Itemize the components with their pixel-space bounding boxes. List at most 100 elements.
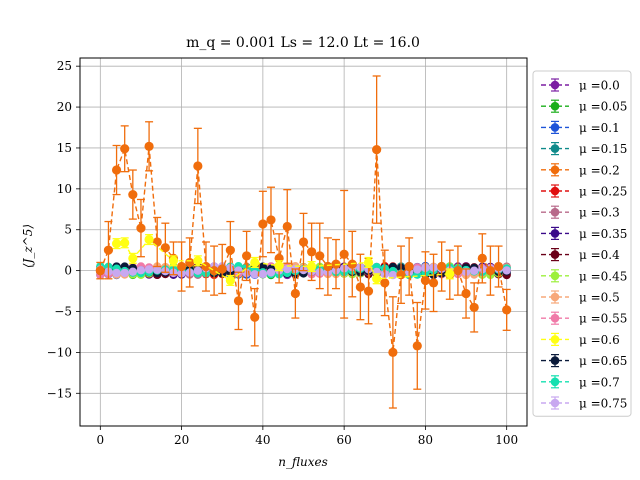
legend-marker [550,377,560,387]
data-point [168,256,179,266]
y-tick-label: 25 [57,59,72,73]
legend-entry: μ =0.1 [541,120,620,135]
data-point [128,267,138,276]
legend-marker [550,101,560,111]
y-tick-label: 0 [64,264,72,278]
legend-label: μ =0.0 [579,79,620,93]
data-point [363,286,374,296]
data-point [258,219,268,229]
legend-label: μ =0.4 [579,248,620,262]
data-point [266,215,276,225]
data-point [144,141,154,151]
data-point [363,257,374,268]
data-point [120,268,129,278]
data-point [307,261,317,272]
legend-label: μ =0.45 [579,269,627,283]
legend-marker [550,250,560,259]
data-point [120,238,130,248]
y-tick-label: 20 [57,100,72,114]
data-point [128,253,138,263]
legend-entry: μ =0.7 [541,375,620,389]
data-point [258,269,268,279]
legend-label: μ =0.3 [579,206,620,220]
data-point [445,269,455,279]
legend-marker [550,271,560,281]
data-point [250,270,259,279]
data-point [193,256,203,266]
legend: μ =0.0 μ =0.05 μ =0.1 μ =0.15 μ =0.2 μ =0.25 μ… [532,70,632,417]
data-point [380,278,390,288]
data-point [428,278,439,288]
legend-label: μ =0.15 [579,142,627,156]
x-tick-label: 20 [174,433,189,447]
legend-entry: μ =0.55 [541,311,627,326]
legend-label: μ =0.6 [579,333,620,347]
legend-label: μ =0.25 [579,185,627,199]
data-point [372,274,382,284]
data-point [193,161,203,171]
data-point [461,288,471,299]
data-point [128,189,138,200]
data-point [103,245,114,255]
legend-marker [550,313,560,323]
legend-entry: μ =0.3 [541,205,620,220]
legend-box [532,70,632,417]
legend-label: μ =0.5 [579,291,620,305]
legend-marker [550,292,560,302]
x-tick-label: 0 [96,433,104,447]
data-point [437,261,447,272]
y-tick-label: −10 [47,345,72,359]
data-point [250,257,260,268]
legend-label: μ =0.05 [579,100,627,114]
data-point [372,144,382,155]
data-point [420,275,431,286]
chart-title: m_q = 0.001 Ls = 12.0 Lt = 16.0 [186,35,420,51]
legend-entry: μ =0.2 [541,163,620,177]
data-point [225,275,235,286]
legend-marker [550,356,560,365]
data-point [274,261,284,271]
data-point [111,239,122,249]
data-point [111,165,122,175]
data-point [298,237,309,247]
data-point [339,249,349,259]
data-point [144,234,154,245]
legend-entry: μ =0.25 [541,184,627,199]
legend-entry: μ =0.0 [541,78,620,93]
data-point [185,257,195,268]
legend-label: μ =0.55 [579,312,627,326]
y-tick-label: 15 [57,141,72,155]
data-point [355,282,365,292]
data-point [112,268,121,278]
data-point [477,253,487,263]
legend-entry: μ =0.15 [541,142,627,156]
legend-entry: μ =0.4 [541,248,620,262]
x-tick-label: 100 [495,433,518,447]
x-tick-label: 80 [418,433,433,447]
plot-area: 0 20 40 60 80 100 −15 −10 −5 0 5 10 15 20 25 [47,57,528,447]
data-point [502,266,511,275]
y-tick-label: −15 [47,386,72,400]
data-point [404,261,414,272]
data-point [136,223,146,233]
data-point [266,268,276,277]
data-point [412,341,422,351]
data-point [282,221,292,232]
legend-marker [550,80,560,90]
data-point [152,237,162,247]
data-point [120,144,130,154]
data-point [209,266,219,276]
legend-marker [550,186,560,196]
data-point [502,305,512,315]
data-point [307,247,317,257]
axes-frame [79,57,528,427]
data-point [493,261,504,272]
data-point [160,243,170,253]
y-tick-label: −5 [54,305,72,319]
data-point [176,261,187,272]
legend-marker [550,207,560,217]
y-tick-label: 10 [57,182,72,196]
legend-entry: μ =0.45 [541,269,627,283]
data-point [290,288,300,299]
